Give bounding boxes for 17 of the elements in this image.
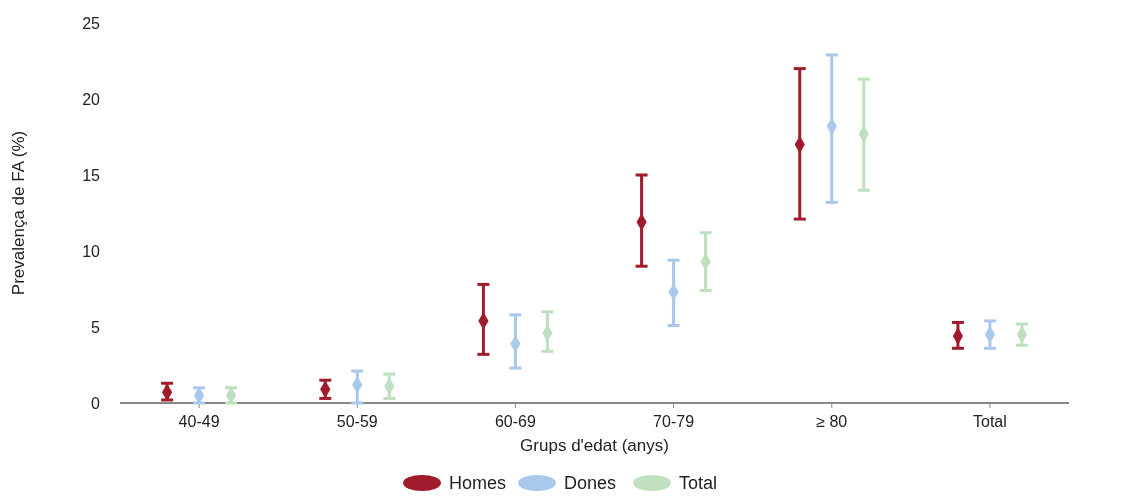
y-tick-label: 20 bbox=[82, 90, 101, 108]
y-tick-label: 10 bbox=[82, 242, 101, 260]
y-axis-title: Prevalença de FA (%) bbox=[9, 130, 28, 296]
x-tick-label: ≥ 80 bbox=[816, 413, 848, 430]
y-tick-label: 5 bbox=[91, 318, 101, 336]
legend-label: Dones bbox=[564, 473, 617, 494]
legend-label: Total bbox=[679, 473, 718, 494]
legend-label: Homes bbox=[449, 473, 507, 494]
y-tick-label: 25 bbox=[82, 14, 101, 32]
x-tick-label: 60-69 bbox=[494, 413, 536, 430]
x-tick-label: 70-79 bbox=[653, 413, 695, 430]
x-tick-label: Total bbox=[973, 413, 1007, 430]
y-tick-label: 0 bbox=[91, 394, 101, 412]
x-tick-label: 50-59 bbox=[336, 413, 378, 430]
x-tick-label: 40-49 bbox=[178, 413, 220, 430]
x-axis-title: Grups d'edat (anys) bbox=[520, 436, 669, 455]
y-tick-label: 15 bbox=[82, 166, 101, 184]
